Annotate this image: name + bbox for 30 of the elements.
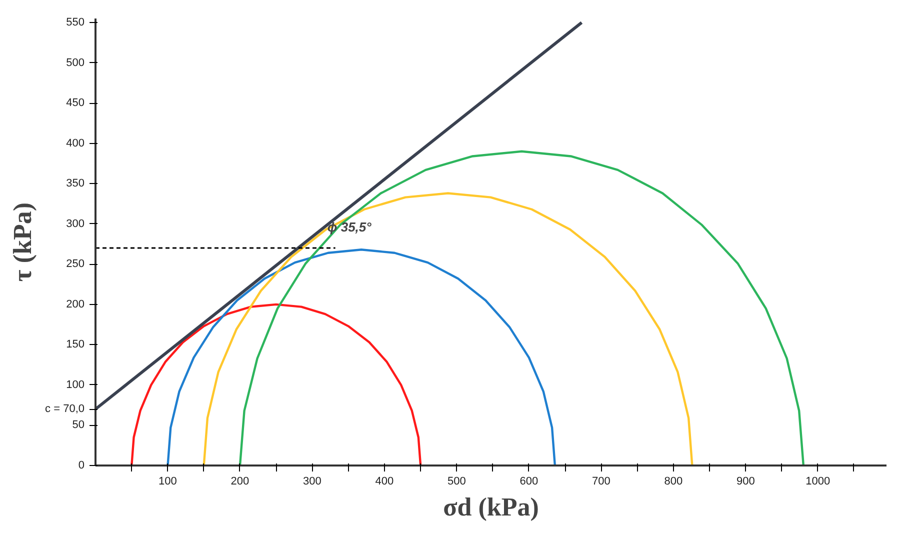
y-tick-label: 50 (72, 419, 85, 432)
y-tick-label: c = 70,0 (45, 403, 85, 416)
line-series (130, 303, 422, 466)
x-tick-label: 1000 (806, 476, 830, 488)
x-tick-label: 200 (230, 476, 250, 488)
y-tick-label: 150 (66, 338, 85, 351)
line-series (166, 248, 556, 466)
y-tick-label: 200 (66, 298, 85, 310)
y-tick-label: 300 (66, 218, 85, 230)
x-tick-label: 300 (303, 476, 322, 488)
y-tick-label: 0 (78, 460, 85, 472)
y-tick-label: 450 (66, 97, 85, 110)
x-axis-title: σd (kPa) (443, 492, 539, 522)
line-series (202, 192, 694, 466)
y-axis-title: τ (kPa) (8, 202, 38, 282)
y-tick-label: 550 (66, 16, 85, 29)
x-tick-label: 100 (158, 476, 177, 488)
line-series (238, 150, 805, 466)
y-tick-label: 500 (66, 56, 85, 69)
annotation: ϕ 35,5° (327, 219, 372, 234)
y-tick-label: 350 (66, 178, 85, 190)
x-tick-label: 400 (375, 476, 394, 488)
x-tick-label: 500 (448, 476, 466, 488)
x-tick-label: 900 (736, 476, 755, 488)
x-tick-label: 600 (520, 476, 538, 488)
y-tick-label: 100 (66, 378, 85, 391)
y-tick-label: 250 (66, 258, 85, 270)
x-tick-label: 800 (664, 476, 683, 488)
y-tick-label: 400 (66, 137, 85, 150)
x-tick-label: 700 (592, 476, 610, 488)
